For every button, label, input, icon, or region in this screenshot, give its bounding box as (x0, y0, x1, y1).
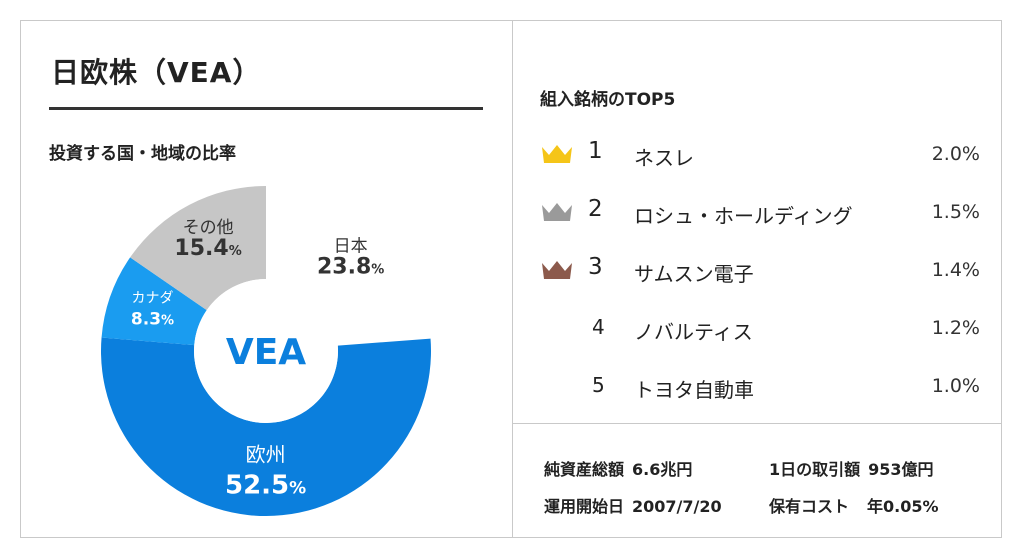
top5-row-3: 3 サムスン電子 1.4% (540, 250, 980, 290)
donut-hole (194, 279, 338, 423)
expense-value: 年0.05% (867, 497, 939, 516)
holding-weight: 1.5% (931, 201, 980, 223)
daily-volume-value: 953億円 (868, 460, 934, 479)
vertical-divider (512, 21, 513, 537)
holding-name: トヨタ自動車 (634, 378, 754, 402)
holding-weight: 1.4% (931, 259, 980, 281)
expense-label: 保有コスト (769, 497, 850, 516)
top5-row-5: 5 トヨタ自動車 1.0% (540, 366, 980, 406)
stats-row-2-right: 保有コスト 年0.05% (769, 493, 939, 517)
holding-name: ネスレ (634, 146, 694, 170)
inception-value: 2007/7/20 (632, 497, 722, 516)
holding-weight: 1.2% (931, 317, 980, 339)
title-underline (49, 107, 483, 110)
holding-weight: 2.0% (931, 143, 980, 165)
silver-crown-icon (542, 203, 572, 221)
daily-volume-label: 1日の取引額 (769, 460, 861, 479)
top5-row-1: 1 ネスレ 2.0% (540, 134, 980, 174)
donut-slice-0 (266, 186, 431, 346)
slice-label-2: カナダ (131, 291, 173, 307)
slice-label-1: 欧州 (246, 442, 286, 466)
horizontal-divider (512, 423, 1001, 424)
donut-slice-2 (101, 257, 207, 346)
slice-label-0: 日本 (334, 237, 368, 257)
net-assets-label: 純資産総額 (544, 460, 625, 479)
slice-value-2: 8.3% (131, 310, 174, 330)
bronze-crown-icon (542, 261, 572, 279)
stats-row-2: 運用開始日 2007/7/20 (544, 493, 722, 517)
rank-number: 1 (588, 138, 603, 164)
fund-card: 日欧株（VEA） 投資する国・地域の比率 日本 23.8% 欧州 52.5% カナダ 8.… (20, 20, 1002, 538)
donut-slice-1 (101, 337, 431, 516)
holding-name: ロシュ・ホールディング (634, 204, 853, 228)
slice-label-3: その他 (183, 218, 234, 238)
inception-label: 運用開始日 (544, 497, 625, 516)
net-assets-value: 6.6兆円 (632, 460, 693, 479)
rank-number: 3 (588, 254, 603, 280)
holding-name: サムスン電子 (634, 262, 754, 286)
stats-row-1-right: 1日の取引額 953億円 (769, 456, 934, 480)
rank-number: 5 (592, 373, 605, 397)
top5-row-2: 2 ロシュ・ホールディング 1.5% (540, 192, 980, 232)
holding-weight: 1.0% (931, 375, 980, 397)
stats-row-1: 純資産総額 6.6兆円 (544, 456, 692, 480)
fund-title: 日欧株（VEA） (51, 56, 262, 89)
donut-slice-3 (130, 186, 266, 311)
gold-crown-icon (542, 145, 572, 163)
rank-number: 2 (588, 196, 603, 222)
top5-title: 組入銘柄のTOP5 (540, 90, 676, 110)
allocation-subtitle: 投資する国・地域の比率 (49, 144, 236, 164)
holding-name: ノバルティス (634, 320, 753, 344)
donut-center-label: VEA (226, 332, 306, 373)
rank-number: 4 (592, 315, 605, 339)
top5-row-4: 4 ノバルティス 1.2% (540, 308, 980, 348)
